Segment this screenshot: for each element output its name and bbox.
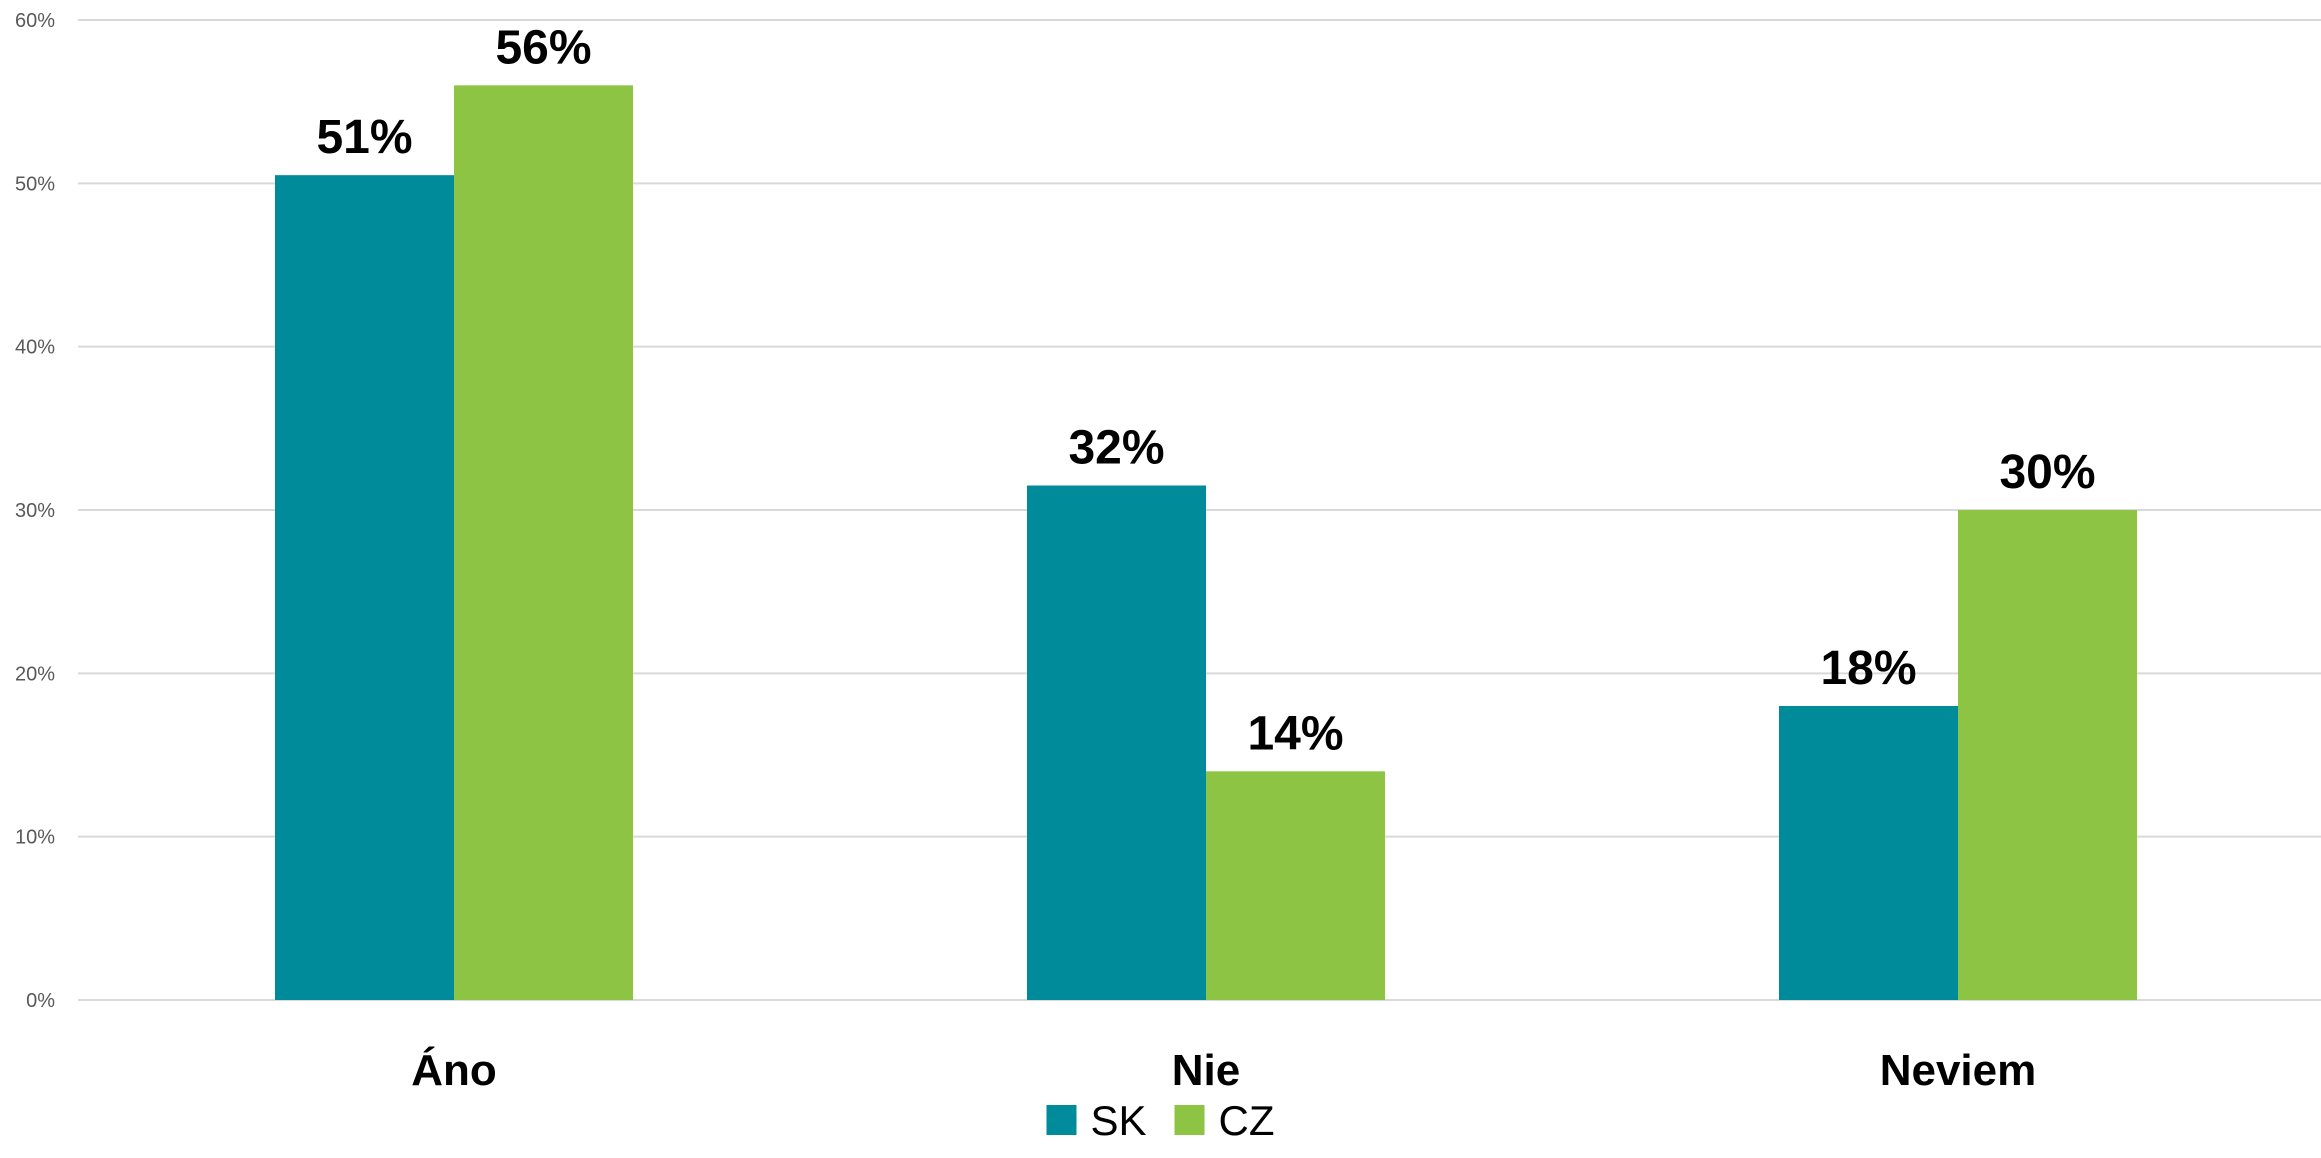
legend-label-cz: CZ <box>1219 1097 1275 1144</box>
y-tick-label-3: 30% <box>15 500 55 522</box>
y-tick-label-0: 0% <box>26 990 55 1012</box>
y-tick-label-2: 20% <box>15 663 55 685</box>
data-label-sk-2: 18% <box>1820 642 1916 695</box>
x-tick-label-1: Nie <box>1172 1046 1240 1095</box>
bar-cz-2 <box>1958 510 2137 1000</box>
bar-sk-1 <box>1027 485 1206 1000</box>
y-tick-label-4: 40% <box>15 337 55 359</box>
y-tick-label-6: 60% <box>15 10 55 32</box>
bar-sk-0 <box>275 175 454 1000</box>
bar-cz-1 <box>1206 771 1385 1000</box>
legend-swatch-sk <box>1046 1105 1077 1135</box>
y-tick-label-1: 10% <box>15 827 55 849</box>
x-tick-label-2: Neviem <box>1880 1046 2037 1095</box>
bar-sk-2 <box>1779 706 1958 1000</box>
data-label-cz-2: 30% <box>1999 446 2095 499</box>
legend-label-sk: SK <box>1090 1097 1146 1144</box>
data-label-cz-1: 14% <box>1247 707 1343 760</box>
data-label-sk-0: 51% <box>316 111 412 164</box>
legend-swatch-cz <box>1174 1105 1205 1135</box>
data-label-sk-1: 32% <box>1068 422 1164 475</box>
data-label-cz-0: 56% <box>495 21 591 74</box>
x-tick-label-0: Áno <box>411 1045 497 1095</box>
bar-cz-0 <box>454 85 633 1001</box>
y-tick-label-5: 50% <box>15 173 55 195</box>
